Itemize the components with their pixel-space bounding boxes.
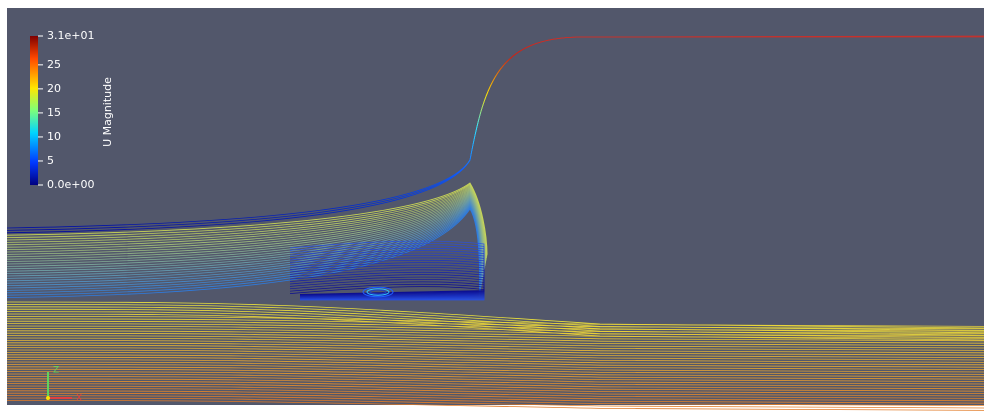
colorbar-tick-label: 0.0e+00 <box>47 178 94 191</box>
colorbar-tick-label: 3.1e+01 <box>47 29 94 42</box>
colorbar <box>30 36 38 185</box>
colorbar-tick-label: 10 <box>47 130 61 143</box>
viewport: U Magnitude 3.1e+01 25 20 15 10 5 0.0e+00 Z X <box>0 0 984 417</box>
colorbar-title: U Magnitude <box>101 77 114 147</box>
colorbar-tick-label: 15 <box>47 106 61 119</box>
colorbar-tick-label: 5 <box>47 154 54 167</box>
axis-label: Z <box>53 366 59 376</box>
colorbar-tick-label: 20 <box>47 82 61 95</box>
axis-label: X <box>76 394 82 404</box>
colorbar-tick-label: 25 <box>47 58 61 71</box>
